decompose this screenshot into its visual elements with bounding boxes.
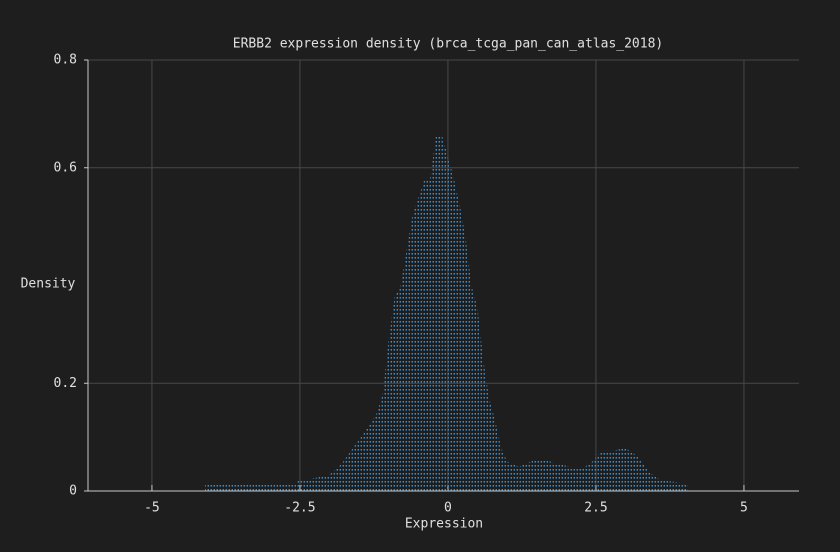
- x-tick-label: 2.5: [584, 501, 607, 516]
- y-tick-label: 0: [69, 484, 77, 499]
- y-tick-label: 0.8: [54, 53, 77, 68]
- y-axis-label: Density: [21, 277, 76, 292]
- x-tick-label: 5: [740, 501, 748, 516]
- y-tick-label: 0.6: [54, 160, 77, 175]
- x-axis-label: Expression: [405, 517, 483, 532]
- density-area: [205, 135, 688, 491]
- x-tick-label: -2.5: [284, 501, 315, 516]
- x-tick-label: 0: [444, 501, 452, 516]
- x-tick-label: -5: [144, 501, 160, 516]
- chart-title: ERBB2 expression density (brca_tcga_pan_…: [233, 37, 663, 52]
- y-tick-label: 0.2: [54, 376, 77, 391]
